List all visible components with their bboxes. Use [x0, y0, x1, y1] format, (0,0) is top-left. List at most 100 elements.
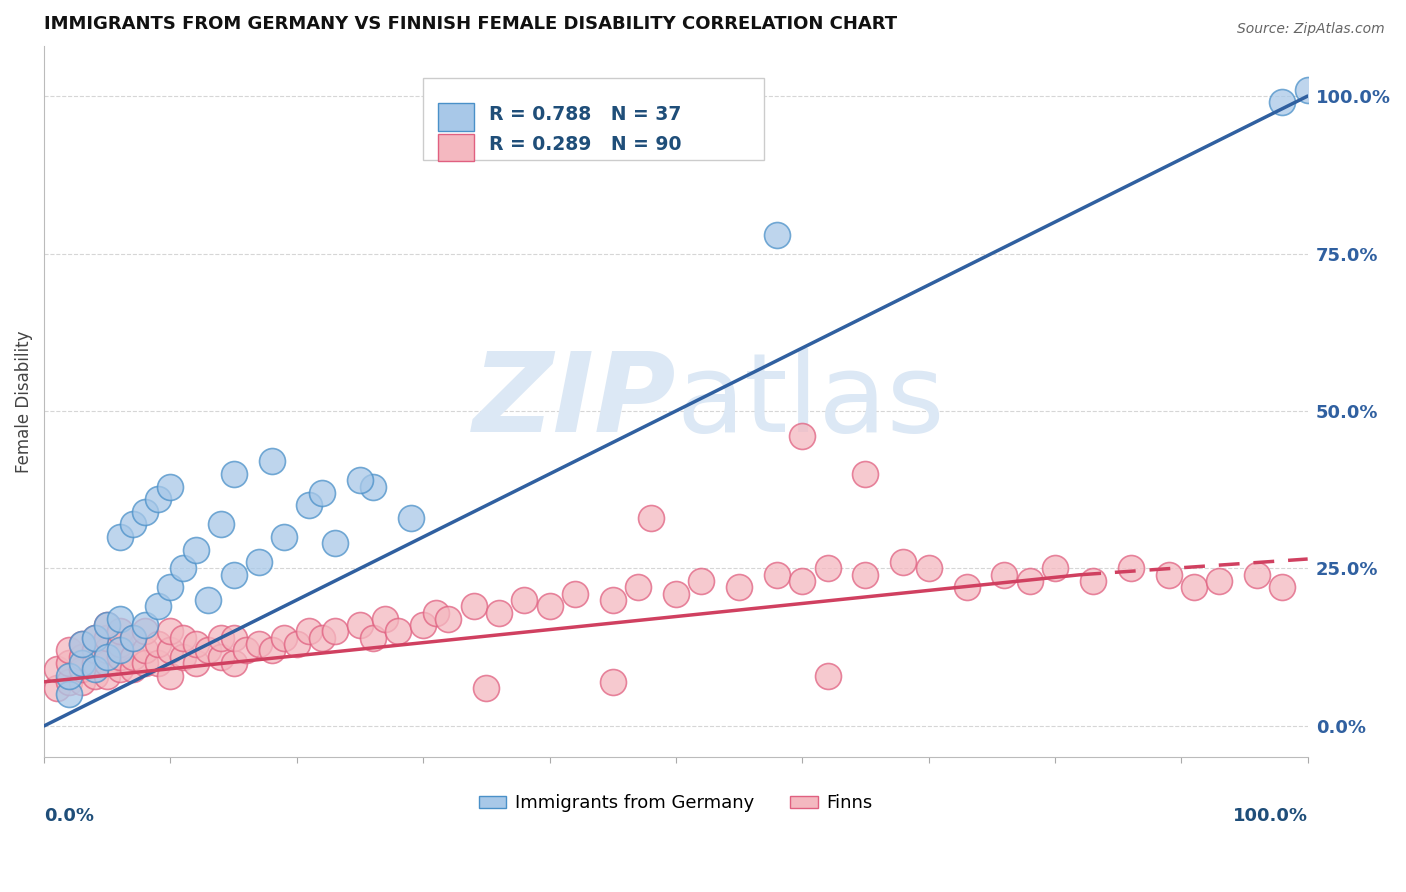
Point [564, 587, 586, 601]
Point [311, 486, 333, 500]
Point [273, 631, 295, 645]
Point [184, 542, 207, 557]
Point [83, 662, 105, 676]
Point [108, 612, 131, 626]
Point [108, 637, 131, 651]
Point [273, 530, 295, 544]
Point [134, 624, 156, 639]
Point [1081, 574, 1104, 588]
Bar [439, 103, 474, 130]
Point [96, 618, 118, 632]
Point [146, 656, 169, 670]
Point [146, 637, 169, 651]
Point [108, 662, 131, 676]
Point [222, 467, 245, 481]
Point [121, 631, 143, 645]
Point [70, 637, 93, 651]
Text: atlas: atlas [676, 348, 945, 455]
Point [172, 649, 194, 664]
Point [1271, 95, 1294, 110]
Point [1043, 561, 1066, 575]
Point [70, 674, 93, 689]
Point [538, 599, 561, 614]
Text: Source: ZipAtlas.com: Source: ZipAtlas.com [1237, 22, 1385, 37]
Point [108, 530, 131, 544]
Point [159, 580, 181, 594]
Point [513, 593, 536, 607]
Point [121, 649, 143, 664]
Point [323, 624, 346, 639]
Point [260, 454, 283, 468]
Text: ZIP: ZIP [472, 348, 676, 455]
Point [247, 555, 270, 569]
Point [285, 637, 308, 651]
Point [108, 624, 131, 639]
Point [209, 649, 232, 664]
Point [58, 674, 80, 689]
Point [855, 567, 877, 582]
Text: 0.0%: 0.0% [44, 807, 94, 825]
Point [222, 567, 245, 582]
Point [70, 649, 93, 664]
Point [222, 631, 245, 645]
Point [817, 668, 839, 682]
Point [374, 612, 396, 626]
Point [172, 561, 194, 575]
Point [1157, 567, 1180, 582]
Point [222, 656, 245, 670]
Point [627, 580, 650, 594]
Point [1271, 580, 1294, 594]
Point [96, 631, 118, 645]
Point [463, 599, 485, 614]
Point [83, 631, 105, 645]
Point [955, 580, 977, 594]
Point [96, 649, 118, 664]
Point [146, 492, 169, 507]
Point [172, 631, 194, 645]
Point [184, 656, 207, 670]
Point [197, 593, 219, 607]
Point [159, 668, 181, 682]
Point [399, 511, 422, 525]
Point [1018, 574, 1040, 588]
Point [640, 511, 662, 525]
Point [602, 674, 624, 689]
Point [437, 612, 460, 626]
Point [412, 618, 434, 632]
Point [159, 479, 181, 493]
Point [83, 668, 105, 682]
Point [425, 606, 447, 620]
Point [323, 536, 346, 550]
Point [96, 618, 118, 632]
Point [134, 505, 156, 519]
Y-axis label: Female Disability: Female Disability [15, 330, 32, 473]
Point [792, 429, 814, 443]
Point [1182, 580, 1205, 594]
Point [917, 561, 939, 575]
Point [70, 656, 93, 670]
Point [361, 631, 384, 645]
Point [311, 631, 333, 645]
Point [690, 574, 713, 588]
Point [58, 687, 80, 701]
Text: R = 0.289   N = 90: R = 0.289 N = 90 [489, 136, 682, 154]
Point [855, 467, 877, 481]
Point [247, 637, 270, 651]
Point [209, 517, 232, 532]
Point [817, 561, 839, 575]
Point [235, 643, 257, 657]
Legend: Immigrants from Germany, Finns: Immigrants from Germany, Finns [472, 787, 880, 820]
Point [197, 643, 219, 657]
Point [45, 681, 67, 695]
Point [1119, 561, 1142, 575]
Point [58, 668, 80, 682]
Point [602, 593, 624, 607]
Point [766, 567, 789, 582]
Point [159, 624, 181, 639]
FancyBboxPatch shape [423, 78, 765, 160]
Point [134, 618, 156, 632]
Point [475, 681, 498, 695]
Point [891, 555, 914, 569]
Bar [439, 134, 474, 161]
Point [134, 656, 156, 670]
